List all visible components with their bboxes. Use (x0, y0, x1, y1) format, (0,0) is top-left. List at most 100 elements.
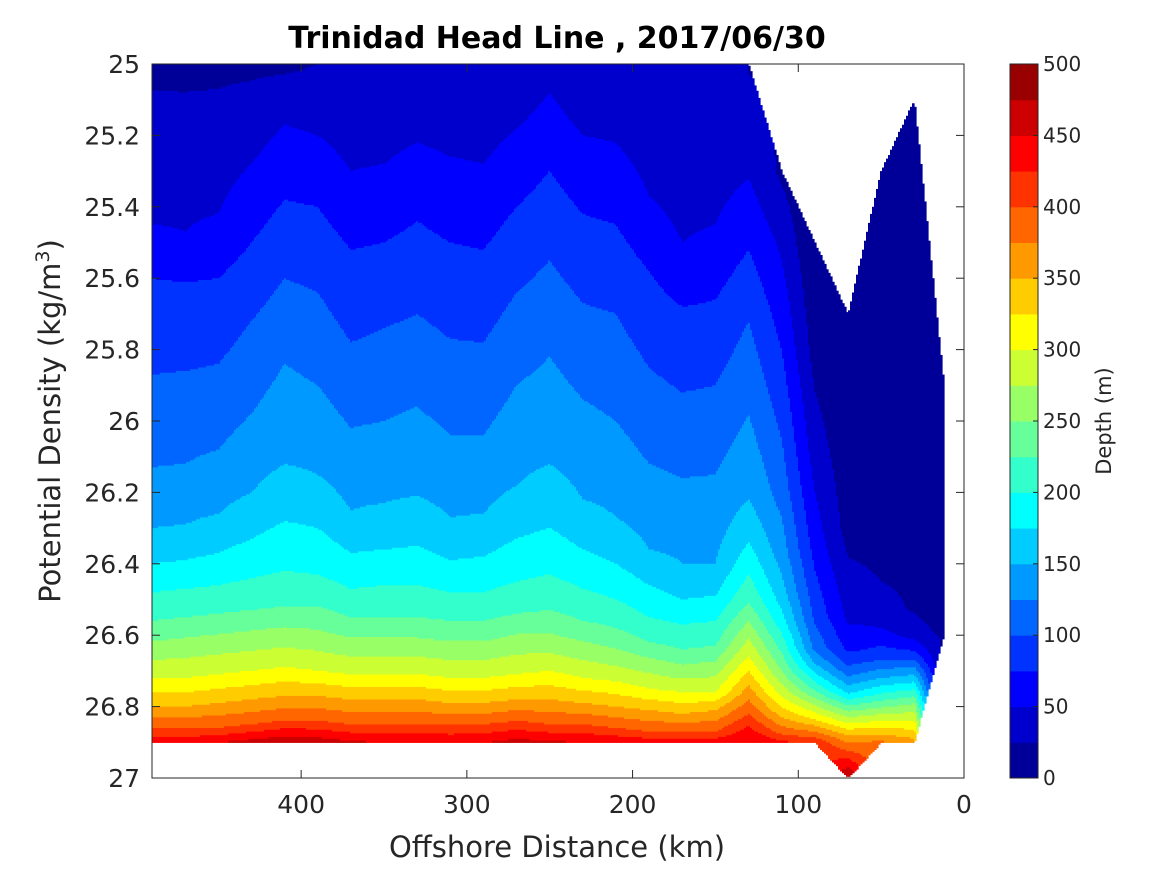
contour-cell (710, 738, 713, 743)
contour-cell (528, 64, 531, 117)
contour-cell (194, 587, 197, 617)
contour-cell (242, 610, 245, 633)
contour-cell (256, 156, 259, 236)
contour-cell (190, 706, 193, 718)
contour-cell (450, 690, 453, 704)
contour-cell (254, 80, 257, 160)
contour-cell (402, 617, 405, 638)
contour-cell (392, 547, 395, 586)
contour-cell (608, 415, 611, 513)
contour-cell (166, 90, 169, 228)
contour-cell (364, 699, 367, 713)
contour-cell (294, 628, 297, 649)
contour-cell (702, 476, 705, 565)
contour-cell (684, 649, 687, 665)
contour-cell (704, 711, 707, 722)
contour-cell (552, 733, 555, 742)
contour-cell (254, 578, 257, 611)
contour-cell (660, 711, 663, 722)
contour-cell (346, 615, 349, 638)
contour-cell (450, 620, 453, 642)
contour-cell (674, 387, 677, 476)
contour-cell (468, 340, 471, 436)
contour-cell (552, 97, 555, 178)
contour-cell (174, 617, 177, 640)
contour-cell (278, 572, 281, 608)
contour-cell (370, 165, 373, 247)
contour-cell (478, 64, 481, 163)
contour-cell (556, 654, 559, 674)
contour-cell (298, 720, 301, 729)
contour-cell (298, 736, 301, 743)
contour-cell (606, 679, 609, 693)
contour-cell (578, 733, 581, 743)
contour-cell (696, 692, 699, 704)
contour-cell (344, 615, 347, 638)
contour-cell (512, 540, 515, 585)
contour-cell (316, 651, 319, 672)
contour-cell (636, 349, 639, 449)
contour-cell (182, 281, 185, 372)
contour-cell (260, 683, 263, 699)
contour-cell (262, 479, 265, 535)
contour-cell (504, 731, 507, 742)
contour-cell (240, 544, 243, 581)
contour-cell (632, 529, 635, 576)
contour-cell (350, 342, 353, 429)
contour-cell (560, 740, 563, 743)
contour-cell (578, 724, 581, 734)
contour-cell (390, 617, 393, 638)
contour-cell (174, 90, 177, 229)
contour-cell (390, 585, 393, 618)
contour-cell (574, 733, 577, 743)
contour-cell (252, 80, 255, 163)
contour-cell (512, 654, 515, 676)
contour-cell (234, 83, 237, 185)
contour-cell (258, 722, 261, 733)
contour-cell (330, 633, 333, 654)
contour-cell (408, 656, 411, 676)
contour-cell (158, 619, 161, 642)
contour-cell (252, 64, 255, 81)
contour-cell (526, 710, 529, 722)
contour-cell (620, 64, 623, 149)
contour-cell (556, 711, 559, 726)
contour-cell (360, 724, 363, 734)
contour-cell (396, 499, 399, 549)
contour-cell (166, 226, 169, 281)
contour-cell (244, 733, 247, 742)
contour-cell (184, 588, 187, 618)
contour-cell (478, 724, 481, 734)
contour-cell (478, 249, 481, 344)
contour-cell (596, 644, 599, 663)
contour-cell (524, 672, 527, 688)
contour-cell (536, 108, 539, 186)
contour-cell (480, 713, 483, 726)
contour-cell (652, 276, 655, 372)
contour-cell (346, 549, 349, 588)
contour-cell (300, 669, 303, 684)
contour-cell (166, 717, 169, 729)
contour-cell (262, 608, 265, 631)
contour-cell (348, 686, 351, 701)
contour-cell (588, 215, 591, 306)
contour-cell (268, 142, 271, 220)
contour-cell (460, 340, 463, 436)
contour-cell (578, 297, 581, 395)
contour-cell (428, 322, 431, 417)
contour-cell (592, 622, 595, 645)
contour-cell (618, 728, 621, 738)
contour-cell (658, 285, 661, 377)
contour-cell (276, 736, 279, 743)
contour-cell (578, 587, 581, 620)
contour-cell (610, 312, 613, 419)
contour-cell (426, 499, 429, 551)
contour-cell (458, 64, 461, 160)
contour-cell (544, 529, 547, 576)
contour-cell (678, 476, 681, 561)
contour-cell (354, 64, 357, 170)
contour-cell (532, 611, 535, 635)
contour-cell (376, 549, 379, 586)
contour-cell (692, 235, 695, 306)
contour-cell (292, 64, 295, 74)
